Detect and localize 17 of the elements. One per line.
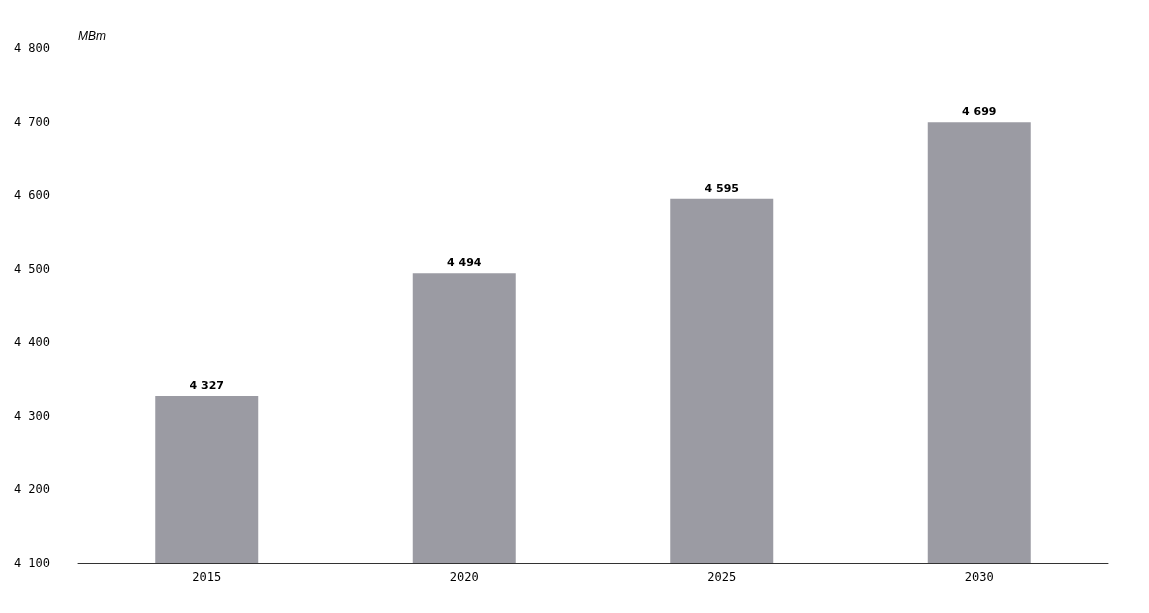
y-tick-label: 4 200	[13, 482, 50, 497]
y-tick-label: 4 600	[13, 188, 50, 203]
x-tick-label: 2020	[449, 570, 479, 584]
data-label: 4 494	[447, 256, 482, 270]
y-tick-label: 4 100	[13, 556, 50, 570]
data-label: 4 327	[189, 378, 224, 392]
y-axis-title: МВт	[78, 29, 106, 43]
y-tick-label: 4 800	[13, 41, 50, 55]
data-label: 4 595	[704, 181, 739, 195]
y-tick-label: 4 700	[13, 114, 50, 129]
data-label: 4 699	[962, 105, 997, 119]
x-tick-label: 2025	[707, 570, 737, 584]
y-tick-label: 4 300	[13, 408, 50, 423]
y-tick-label: 4 500	[13, 261, 50, 276]
x-tick-label: 2015	[192, 570, 222, 584]
y-tick-label: 4 400	[13, 335, 50, 350]
x-tick-label: 2030	[964, 570, 994, 584]
